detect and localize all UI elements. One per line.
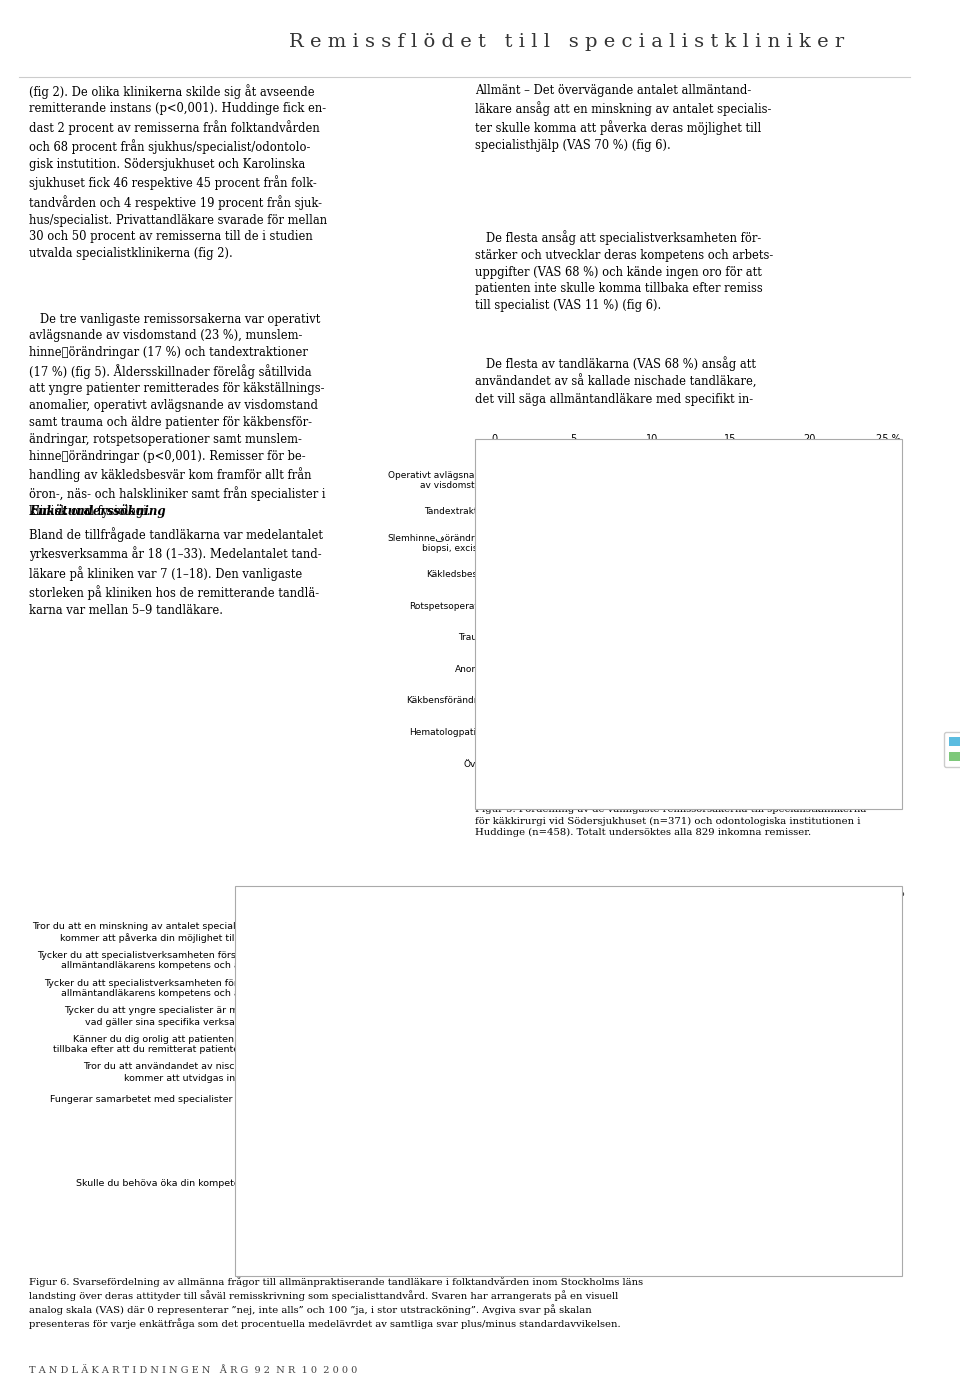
Text: Allmänt – Det övervägande antalet allmäntand-
läkare ansåg att en minskning av a: Allmänt – Det övervägande antalet allmän… [475,84,772,152]
Text: 40: 40 [516,600,528,610]
Bar [317,979,379,995]
Text: De flesta ansåg att specialistverksamheten för-
stärker och utvecklar deras komp: De flesta ansåg att specialistverksamhet… [475,230,774,312]
Text: 71: 71 [506,506,516,515]
Text: De flesta av tandläkarna (VAS 68 %) ansåg att
användandet av så kallade nischade: De flesta av tandläkarna (VAS 68 %) anså… [475,356,756,406]
Legend: Huddinge, Södersjukhuset: Huddinge, Södersjukhuset [944,732,960,767]
Text: Ja, i stor utsträckning: Ja, i stor utsträckning [759,890,889,903]
Text: De tre vanligaste remissorsakerna var operativt
avlägsnande av visdomstand (23 %: De tre vanligaste remissorsakerna var op… [29,312,325,518]
Bar [317,951,706,967]
Text: 59: 59 [503,537,514,547]
Text: 78: 78 [508,569,518,578]
Bar [494,594,513,615]
Text: 79: 79 [536,537,546,547]
Bar [317,1175,499,1190]
Text: 28: 28 [495,632,507,642]
Text: (fig 2). De olika klinikerna skilde sig åt avseende
remitterande instans (p<0,00: (fig 2). De olika klinikerna skilde sig … [29,84,327,259]
Bar [494,564,532,583]
Text: 39: 39 [498,600,509,610]
Text: Nej, inte alls!: Nej, inte alls! [322,890,402,903]
Bar [494,469,519,490]
Text: 7: 7 [497,695,503,704]
Text: 5: 5 [506,632,512,642]
Text: 53: 53 [501,474,513,483]
Bar [498,689,501,710]
Text: 69: 69 [540,506,550,515]
Text: Bland de tillfrågade tandläkarna var medelantalet
yrkesverksamma år 18 (1–33). M: Bland de tillfrågade tandläkarna var med… [29,527,323,617]
Text: 8: 8 [493,695,499,704]
Bar [317,1147,706,1162]
Bar [519,469,583,490]
Bar [528,501,561,520]
Bar [494,531,522,552]
Bar [522,531,560,552]
Bar [536,752,554,773]
Bar [317,1119,706,1134]
Text: Figur 6. Svarsefördelning av allmänna frågor till allmänpraktiserande tandläkare: Figur 6. Svarsefördelning av allmänna fr… [29,1276,643,1329]
Bar [494,626,508,647]
Bar [317,1202,631,1218]
Text: 39: 39 [540,759,550,767]
Bar [317,1035,379,1050]
Bar [494,752,536,773]
Text: 13: 13 [492,727,503,735]
Text: T A N D L Ä K A R T I D N I N G E N   Å R G  9 2  N R  1 0  2 0 0 0: T A N D L Ä K A R T I D N I N G E N Å R … [29,1366,357,1375]
Bar [317,1091,745,1106]
Bar [494,721,500,741]
Text: Enkätunderssökning: Enkätunderssökning [29,505,165,519]
Bar [494,501,528,520]
Bar [508,626,510,647]
Text: R e m i s s f l ö d e t   t i l l   s p e c i a l i s t k l i n i k e r: R e m i s s f l ö d e t t i l l s p e c … [289,33,844,52]
Text: Figur 5. Fördelning av de vanligaste remissorsakerna till specialistklinikerna
f: Figur 5. Fördelning av de vanligaste rem… [475,805,867,837]
Bar [494,658,505,678]
Text: 22: 22 [494,664,505,672]
Bar [317,1230,631,1246]
Bar [317,1007,460,1023]
Bar [494,689,498,710]
Bar [317,1063,706,1078]
Text: 134: 134 [543,474,560,483]
Bar [513,594,532,615]
Text: 87: 87 [510,759,520,767]
Bar [317,923,716,939]
